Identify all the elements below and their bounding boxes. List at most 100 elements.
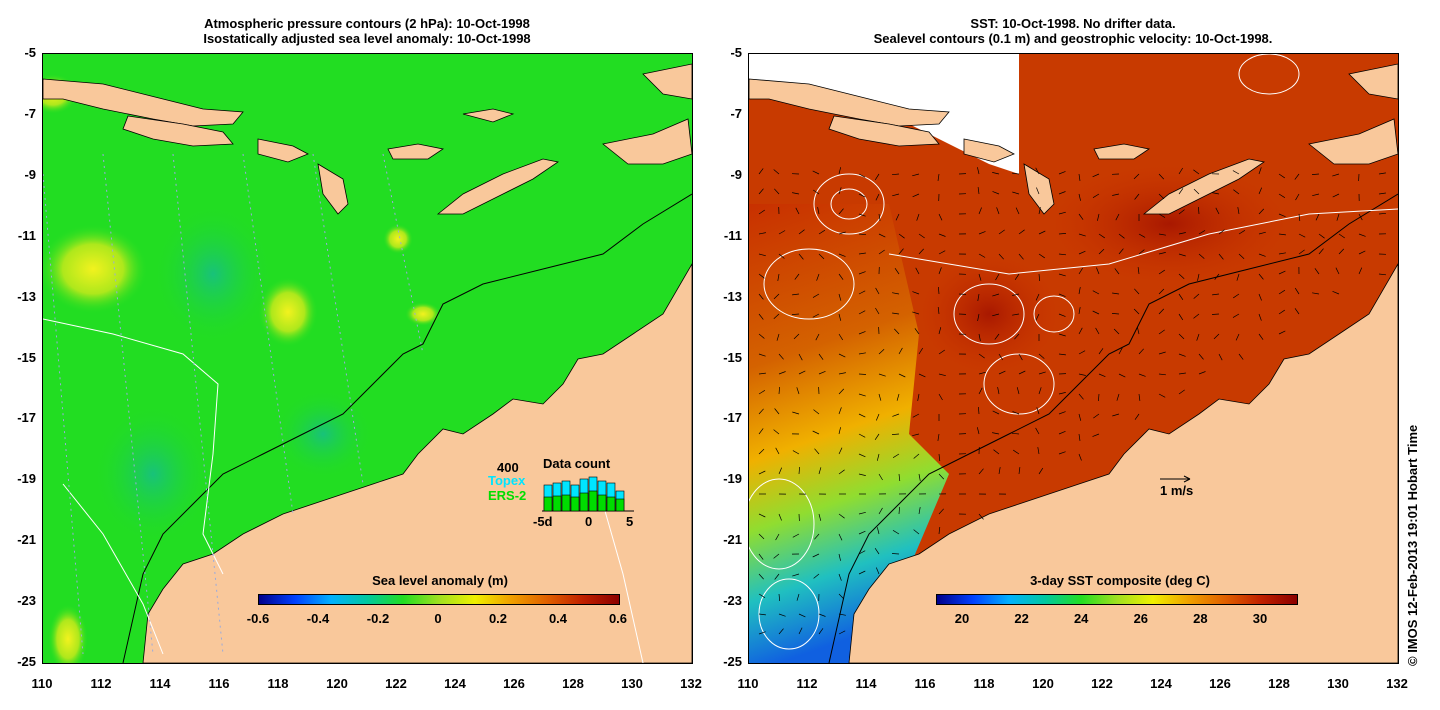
velocity-arrow [838,333,843,341]
velocity-arrow [798,229,805,235]
velocity-arrow [938,393,943,401]
velocity-arrow [1078,193,1081,201]
right-title-line2: Sealevel contours (0.1 m) and geostrophi… [873,31,1273,46]
velocity-arrow [977,167,980,175]
right-ytick: -15 [723,349,742,365]
velocity-arrow [1338,248,1345,255]
velocity-arrow [892,530,900,535]
velocity-arrow [838,533,843,541]
velocity-arrow [1258,333,1264,340]
velocity-arrow [1258,253,1266,257]
velocity-arrow [1196,333,1200,341]
velocity-arrow [838,469,845,475]
velocity-arrow [812,170,820,175]
velocity-arrow [1215,207,1220,215]
right-colorbar-tick: 30 [1252,611,1268,626]
velocity-arrow [813,409,820,415]
ers-label: ERS-2 [488,488,527,503]
velocity-arrow [898,347,903,355]
velocity-arrow [995,273,1000,281]
velocity-arrow [1098,393,1100,402]
velocity-arrow [878,213,881,221]
velocity-arrow [1178,273,1185,279]
velocity-arrow [838,353,846,358]
right-ytick: -5 [730,45,742,60]
velocity-arrow [1137,327,1140,335]
velocity-arrow [1258,273,1264,280]
velocity-arrow [1038,253,1045,259]
velocity-arrow [938,327,942,335]
velocity-arrow [1298,213,1301,222]
velocity-arrow [1335,267,1340,275]
velocity-arrow [858,173,866,178]
velocity-arrow [1258,313,1262,321]
left-colorbar-tick: -0.6 [246,611,270,626]
velocity-arrow [1014,333,1020,340]
velocity-arrow [1038,371,1046,375]
velocity-arrow [891,553,900,555]
velocity-arrow [874,548,880,555]
velocity-arrow [778,371,786,375]
velocity-arrow [1118,248,1124,255]
velocity-arrow [1012,313,1020,316]
velocity-arrow [938,508,944,515]
velocity-arrow [992,293,1000,297]
left-xtick: 130 [621,676,643,691]
velocity-arrow [1058,313,1066,317]
velocity-arrow [1318,248,1324,255]
velocity-arrow [977,293,980,301]
velocity-arrow [1314,268,1320,275]
velocity-arrow [792,192,800,195]
velocity-arrow [1133,308,1140,315]
velocity-arrow [977,187,980,195]
velocity-arrow [1158,252,1166,255]
right-colorbar-tick: 26 [1133,611,1149,626]
velocity-arrow [838,253,846,257]
velocity-arrow [774,573,780,580]
velocity-arrow [818,229,826,235]
velocity-arrow [812,430,820,435]
right-ytick: -19 [723,471,742,487]
velocity-arrow [818,253,825,260]
velocity-arrow [858,550,866,555]
velocity-arrow [778,593,781,602]
velocity-arrow [978,387,983,395]
velocity-arrow [1038,387,1042,395]
velocity-arrow [1038,230,1046,235]
velocity-arrow [858,530,866,535]
velocity-arrow [1133,173,1140,180]
left-xtick: 114 [149,676,171,691]
left-xtick: 124 [444,676,466,691]
velocity-arrow [898,248,904,255]
velocity-arrow [1138,393,1141,401]
velocity-arrow [1278,213,1286,218]
velocity-arrow [1198,230,1206,235]
left-xtick: 116 [208,676,230,691]
velocity-arrow [978,468,984,475]
velocity-arrow [1237,207,1240,215]
velocity-arrow [1178,372,1186,375]
velocity-arrow [1233,189,1240,195]
left-colorbar-tick: 0.2 [488,611,508,626]
velocity-arrow [1258,293,1262,301]
velocity-arrow [814,448,820,455]
velocity-arrow [1058,293,1066,297]
velocity-arrow [838,231,846,235]
velocity-arrow [878,393,882,401]
velocity-arrow [858,290,866,295]
right-ytick: -21 [723,532,742,548]
ers-bar [615,498,625,512]
velocity-arrow [875,567,880,575]
velocity-arrows [758,167,1387,635]
velocity-arrow [1218,353,1223,361]
velocity-arrow [798,370,806,375]
velocity-arrow [1258,208,1265,215]
velocity-arrow [1211,313,1220,315]
velocity-arrow [1078,250,1086,255]
velocity-arrow [1078,307,1081,315]
velocity-arrow [778,230,786,235]
right-xtick: 116 [914,676,936,691]
velocity-arrow [1158,351,1166,355]
velocity-arrow [758,273,765,279]
velocity-arrow [778,386,780,395]
